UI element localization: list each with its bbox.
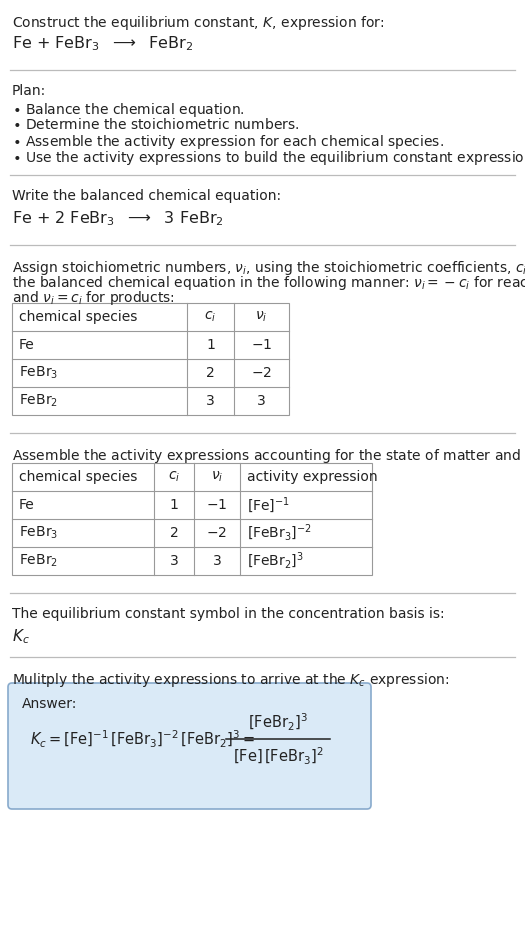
- Text: $\bullet$ Balance the chemical equation.: $\bullet$ Balance the chemical equation.: [12, 101, 245, 119]
- Text: $[\mathrm{FeBr_3}]^{-2}$: $[\mathrm{FeBr_3}]^{-2}$: [247, 523, 312, 543]
- Text: Assign stoichiometric numbers, $\nu_i$, using the stoichiometric coefficients, $: Assign stoichiometric numbers, $\nu_i$, …: [12, 259, 525, 277]
- Text: FeBr$_3$: FeBr$_3$: [19, 525, 58, 541]
- FancyBboxPatch shape: [8, 683, 371, 809]
- Text: 2: 2: [170, 526, 179, 540]
- Text: Mulitply the activity expressions to arrive at the $K_c$ expression:: Mulitply the activity expressions to arr…: [12, 671, 449, 689]
- Text: Write the balanced chemical equation:: Write the balanced chemical equation:: [12, 189, 281, 203]
- Text: and $\nu_i = c_i$ for products:: and $\nu_i = c_i$ for products:: [12, 289, 175, 307]
- Bar: [12, 463, 372, 575]
- Text: 3: 3: [213, 554, 222, 568]
- Text: chemical species: chemical species: [19, 470, 138, 484]
- Text: the balanced chemical equation in the following manner: $\nu_i = -c_i$ for react: the balanced chemical equation in the fo…: [12, 274, 525, 292]
- Text: $-1$: $-1$: [251, 338, 272, 352]
- Bar: [12, 303, 289, 415]
- Text: 3: 3: [257, 394, 266, 408]
- Text: $-2$: $-2$: [206, 526, 227, 540]
- Text: FeBr$_3$: FeBr$_3$: [19, 365, 58, 381]
- Text: 2: 2: [206, 366, 215, 380]
- Text: $[\mathrm{Fe}]^{-1}$: $[\mathrm{Fe}]^{-1}$: [247, 495, 290, 515]
- Text: Fe: Fe: [19, 498, 35, 512]
- Text: Fe: Fe: [19, 338, 35, 352]
- Text: Construct the equilibrium constant, $K$, expression for:: Construct the equilibrium constant, $K$,…: [12, 14, 384, 32]
- Text: 3: 3: [170, 554, 179, 568]
- Text: $-2$: $-2$: [251, 366, 272, 380]
- Text: $c_i$: $c_i$: [168, 470, 180, 484]
- Text: Fe + FeBr$_3$  $\longrightarrow$  FeBr$_2$: Fe + FeBr$_3$ $\longrightarrow$ FeBr$_2$: [12, 34, 193, 53]
- Text: $\bullet$ Determine the stoichiometric numbers.: $\bullet$ Determine the stoichiometric n…: [12, 117, 299, 132]
- Text: $\bullet$ Assemble the activity expression for each chemical species.: $\bullet$ Assemble the activity expressi…: [12, 133, 444, 151]
- Text: $[\mathrm{Fe}]\,[\mathrm{FeBr_3}]^{2}$: $[\mathrm{Fe}]\,[\mathrm{FeBr_3}]^{2}$: [233, 745, 323, 766]
- Text: $-1$: $-1$: [206, 498, 228, 512]
- Text: $[\mathrm{FeBr_2}]^{3}$: $[\mathrm{FeBr_2}]^{3}$: [247, 551, 304, 571]
- Text: $c_i$: $c_i$: [204, 309, 217, 324]
- Text: $[\mathrm{FeBr_2}]^{3}$: $[\mathrm{FeBr_2}]^{3}$: [248, 711, 308, 732]
- Text: Fe + 2 FeBr$_3$  $\longrightarrow$  3 FeBr$_2$: Fe + 2 FeBr$_3$ $\longrightarrow$ 3 FeBr…: [12, 209, 224, 228]
- Text: The equilibrium constant symbol in the concentration basis is:: The equilibrium constant symbol in the c…: [12, 607, 445, 621]
- Text: Plan:: Plan:: [12, 84, 46, 98]
- Text: chemical species: chemical species: [19, 310, 138, 324]
- Text: $\nu_i$: $\nu_i$: [255, 309, 268, 324]
- Text: activity expression: activity expression: [247, 470, 377, 484]
- Text: 1: 1: [170, 498, 179, 512]
- Text: FeBr$_2$: FeBr$_2$: [19, 393, 58, 410]
- Text: Assemble the activity expressions accounting for the state of matter and $\nu_i$: Assemble the activity expressions accoun…: [12, 447, 525, 465]
- Text: $K_c$: $K_c$: [12, 627, 30, 646]
- Text: FeBr$_2$: FeBr$_2$: [19, 552, 58, 569]
- Text: $\bullet$ Use the activity expressions to build the equilibrium constant express: $\bullet$ Use the activity expressions t…: [12, 149, 525, 167]
- Text: 1: 1: [206, 338, 215, 352]
- Text: 3: 3: [206, 394, 215, 408]
- Text: $K_c = [\mathrm{Fe}]^{-1}\,[\mathrm{FeBr_3}]^{-2}\,[\mathrm{FeBr_2}]^{3} = $: $K_c = [\mathrm{Fe}]^{-1}\,[\mathrm{FeBr…: [30, 728, 255, 749]
- Text: Answer:: Answer:: [22, 697, 77, 711]
- Text: $\nu_i$: $\nu_i$: [211, 470, 223, 484]
